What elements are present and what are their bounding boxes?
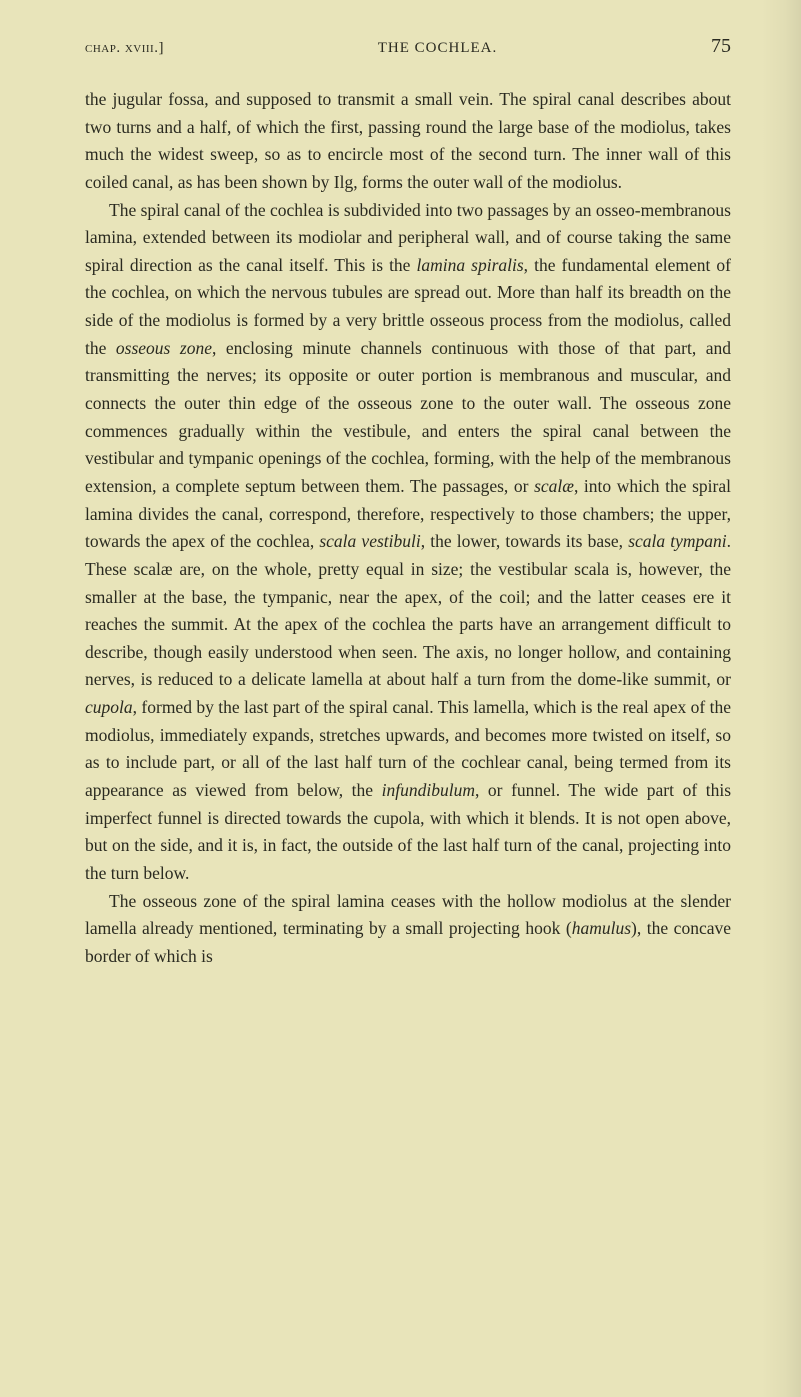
italic-term: cupola	[85, 697, 133, 717]
italic-term: scalæ	[534, 476, 574, 496]
page-edge-shadow	[761, 0, 801, 1397]
text-run: . These scalæ are, on the whole, pretty …	[85, 531, 731, 689]
chapter-label: chap. xviii.]	[85, 40, 164, 57]
italic-term: osseous zone	[116, 338, 212, 358]
text-run: , enclosing minute channels continuous w…	[85, 338, 731, 496]
paragraph: the jugular fossa, and supposed to trans…	[85, 86, 731, 197]
text-run: , the lower, towards its base,	[421, 531, 628, 551]
italic-term: lamina spiralis	[417, 255, 524, 275]
body-text: the jugular fossa, and supposed to trans…	[85, 86, 731, 971]
italic-term: scala tympani	[628, 531, 726, 551]
italic-term: infundibulum	[382, 780, 475, 800]
page-number: 75	[711, 35, 731, 58]
paragraph: The osseous zone of the spiral lamina ce…	[85, 888, 731, 971]
paragraph: The spiral canal of the cochlea is subdi…	[85, 197, 731, 888]
italic-term: hamulus	[572, 918, 631, 938]
section-title: THE COCHLEA.	[378, 40, 498, 57]
italic-term: scala vestibuli	[319, 531, 420, 551]
page-header: chap. xviii.] THE COCHLEA. 75	[85, 35, 731, 58]
text-run: the jugular fossa, and supposed to trans…	[85, 89, 731, 192]
